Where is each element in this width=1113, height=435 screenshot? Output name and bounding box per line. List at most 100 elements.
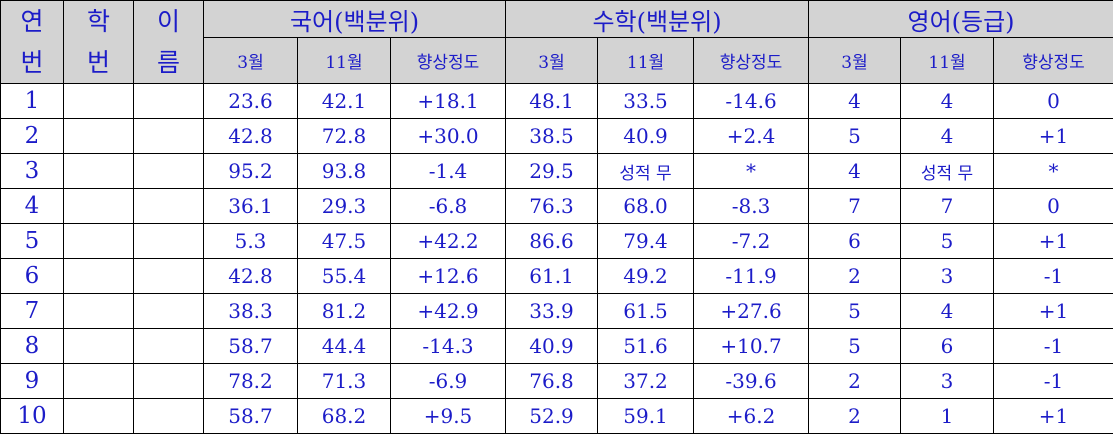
empty-cell [133, 188, 204, 224]
value-cell: 51.6 [597, 328, 695, 364]
data-row: 6 42.8 55.4 +12.6 61.1 49.2 -11.9 2 3 -1 [0, 258, 1113, 294]
row-number: 9 [0, 363, 64, 399]
value-cell: -1.4 [389, 153, 507, 189]
subheader-row: 3월 11월 향상정도 3월 11월 향상정도 3월 11월 향상정도 [1, 37, 1113, 84]
value-cell: 42.1 [297, 83, 391, 119]
row-number: 1 [0, 83, 64, 119]
value-cell: 0 [993, 83, 1113, 119]
value-cell: 5.3 [203, 223, 298, 259]
header-char: 학 [86, 7, 110, 36]
value-cell: -1 [993, 328, 1113, 364]
value-cell: 2 [808, 258, 902, 294]
value-cell: +18.1 [389, 83, 507, 119]
empty-cell [133, 293, 204, 329]
value-cell: -6.8 [389, 188, 507, 224]
value-cell: * [693, 153, 810, 189]
row-number: 7 [0, 293, 64, 329]
data-row: 7 38.3 81.2 +42.9 33.9 61.5 +27.6 5 4 +1 [0, 293, 1113, 329]
data-row: 1 23.6 42.1 +18.1 48.1 33.5 -14.6 4 4 0 [0, 83, 1113, 119]
value-cell: -8.3 [693, 188, 810, 224]
header-char: 연 [20, 7, 44, 36]
value-cell: -11.9 [693, 258, 810, 294]
value-cell: 42.8 [203, 258, 298, 294]
empty-cell [133, 223, 204, 259]
data-row: 10 58.7 68.2 +9.5 52.9 59.1 +6.2 2 1 +1 [0, 398, 1113, 434]
value-cell: 47.5 [297, 223, 391, 259]
value-cell: 38.3 [203, 293, 298, 329]
empty-cell [133, 118, 204, 154]
value-cell: 40.9 [505, 328, 599, 364]
empty-cell [63, 328, 134, 364]
value-cell: +1 [993, 223, 1113, 259]
header-char: 이 [156, 7, 180, 36]
value-cell: -14.6 [693, 83, 810, 119]
value-cell: 58.7 [203, 328, 298, 364]
empty-cell [133, 398, 204, 434]
data-row: 5 5.3 47.5 +42.2 86.6 79.4 -7.2 6 5 +1 [0, 223, 1113, 259]
value-cell: +1 [993, 398, 1113, 434]
empty-cell [63, 293, 134, 329]
group-header: 영어(등급) [808, 0, 1113, 38]
value-cell: -39.6 [693, 363, 810, 399]
value-cell: +27.6 [693, 293, 810, 329]
value-cell: 4 [808, 153, 902, 189]
value-cell: 23.6 [203, 83, 298, 119]
data-row: 2 42.8 72.8 +30.0 38.5 40.9 +2.4 5 4 +1 [0, 118, 1113, 154]
header-char: 름 [156, 48, 180, 77]
value-cell: 3 [900, 258, 995, 294]
value-cell: 58.7 [203, 398, 298, 434]
data-row: 3 95.2 93.8 -1.4 29.5 성적 무 * 4 성적 무 * [0, 153, 1113, 189]
value-cell: 4 [808, 83, 902, 119]
value-cell: 76.3 [505, 188, 599, 224]
value-cell: +42.2 [389, 223, 507, 259]
value-cell: 2 [808, 363, 902, 399]
empty-cell [63, 118, 134, 154]
value-cell: 7 [808, 188, 902, 224]
empty-cell [63, 188, 134, 224]
value-cell: 42.8 [203, 118, 298, 154]
data-row: 9 78.2 71.3 -6.9 76.8 37.2 -39.6 2 3 -1 [0, 363, 1113, 399]
value-cell: 성적 무 [900, 153, 995, 189]
row-number: 4 [0, 188, 64, 224]
empty-cell [133, 153, 204, 189]
subheader: 향상정도 [389, 37, 507, 84]
value-cell: +2.4 [693, 118, 810, 154]
value-cell: +12.6 [389, 258, 507, 294]
value-cell: -6.9 [389, 363, 507, 399]
value-cell: 36.1 [203, 188, 298, 224]
value-cell: +30.0 [389, 118, 507, 154]
value-cell: 3 [900, 363, 995, 399]
value-cell: 5 [808, 328, 902, 364]
value-cell: 72.8 [297, 118, 391, 154]
row-number: 10 [0, 398, 64, 434]
subheader: 3월 [808, 37, 902, 84]
value-cell: 4 [900, 118, 995, 154]
value-cell: -14.3 [389, 328, 507, 364]
value-cell: 52.9 [505, 398, 599, 434]
empty-cell [133, 258, 204, 294]
value-cell: 86.6 [505, 223, 599, 259]
value-cell: 61.5 [597, 293, 695, 329]
value-cell: 1 [900, 398, 995, 434]
value-cell: +1 [993, 118, 1113, 154]
empty-cell [63, 363, 134, 399]
row-number: 8 [0, 328, 64, 364]
subheader: 향상정도 [993, 37, 1113, 84]
value-cell: +42.9 [389, 293, 507, 329]
value-cell: 78.2 [203, 363, 298, 399]
value-cell: 79.4 [597, 223, 695, 259]
value-cell: +10.7 [693, 328, 810, 364]
value-cell: 81.2 [297, 293, 391, 329]
value-cell: +6.2 [693, 398, 810, 434]
header-row: 연 번 학 번 이 름 국어(백분위) 수학(백분위) 영어(등급) [0, 0, 1113, 84]
value-cell: 5 [900, 223, 995, 259]
value-cell: 33.5 [597, 83, 695, 119]
value-cell: 29.3 [297, 188, 391, 224]
value-cell: 37.2 [597, 363, 695, 399]
subheader: 향상정도 [693, 37, 810, 84]
